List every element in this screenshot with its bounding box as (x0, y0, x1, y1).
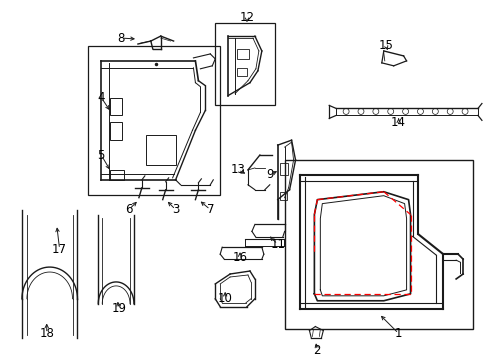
Bar (110, 122, 122, 140)
Text: 16: 16 (232, 251, 247, 264)
Text: 7: 7 (206, 203, 214, 216)
Bar (284, 160, 472, 329)
Text: 14: 14 (390, 116, 406, 129)
Bar (279, 192, 286, 200)
Bar (215, 23, 274, 105)
Text: 9: 9 (265, 168, 273, 181)
Bar (237, 49, 248, 59)
Text: 5: 5 (98, 149, 105, 162)
Bar (110, 170, 124, 180)
Text: 3: 3 (172, 203, 179, 216)
Text: 8: 8 (117, 32, 124, 45)
Text: 10: 10 (217, 292, 232, 305)
Text: 4: 4 (97, 91, 105, 104)
Text: 11: 11 (270, 238, 285, 251)
Text: 17: 17 (52, 243, 67, 256)
Bar (145, 135, 175, 165)
Text: 1: 1 (394, 327, 402, 340)
Text: 19: 19 (111, 302, 126, 315)
Text: 2: 2 (313, 344, 321, 357)
Bar (88, 46, 220, 195)
Text: 15: 15 (378, 39, 392, 51)
Text: 6: 6 (125, 203, 132, 216)
Bar (110, 98, 122, 116)
Bar (279, 163, 287, 175)
Text: 12: 12 (239, 11, 254, 24)
Bar (237, 68, 246, 76)
Text: 18: 18 (39, 327, 54, 340)
Text: 13: 13 (230, 163, 245, 176)
